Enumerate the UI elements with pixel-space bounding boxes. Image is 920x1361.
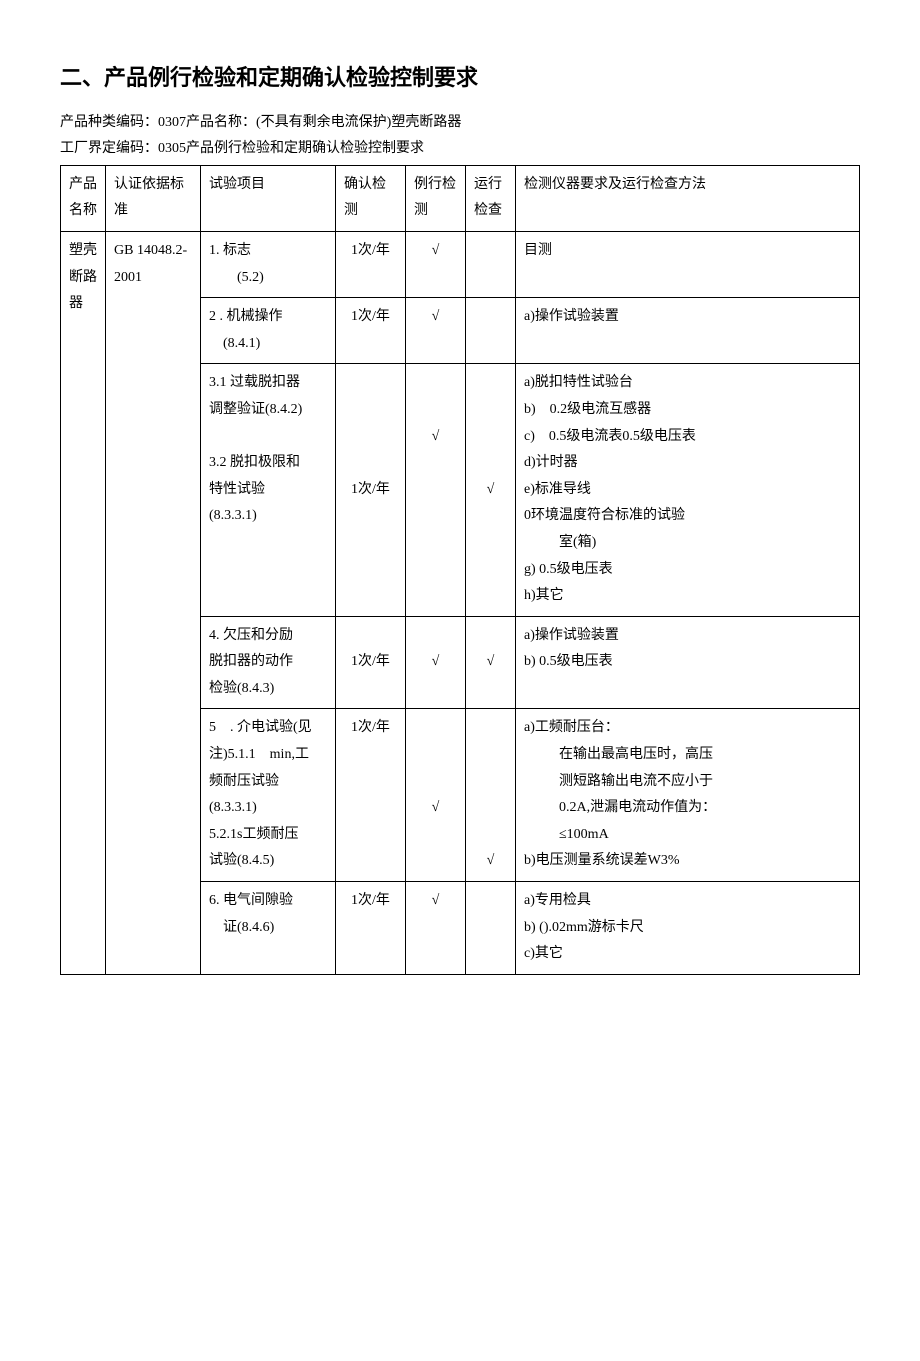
- method-5a5: ≤100mA: [524, 827, 609, 842]
- cell-method-5: a)工频耐压台： 在输出最高电压时，高压 测短路输出电流不应小于 0.2A,泄漏…: [516, 709, 860, 882]
- test-5-line2: 注)5.1.1 min,工: [209, 747, 309, 762]
- table-header-row: 产品名称 认证依据标准 试验项目 确认检测 例行检测 运行检查 检测仪器要求及运…: [61, 165, 860, 231]
- method-3f2: 室(箱): [524, 535, 596, 550]
- cell-confirm-4: 1次/年: [336, 616, 406, 709]
- cell-routine-1: √: [406, 231, 466, 297]
- cell-test-5: 5 . 介电试验(见 注)5.1.1 min,工 频耐压试验 (8.3.3.1)…: [201, 709, 336, 882]
- method-3f: 0环境温度符合标准的试验: [524, 508, 685, 523]
- cell-operation-3: √: [466, 364, 516, 616]
- cell-test-6: 6. 电气间隙验 证(8.4.6): [201, 882, 336, 975]
- subtitle-1: 产品种类编码：0307产品名称：(不具有剩余电流保护)塑壳断路器: [60, 112, 860, 134]
- method-6b: b) ().02mm游标卡尺: [524, 920, 644, 935]
- cell-test-1: 1. 标志 (5.2): [201, 231, 336, 297]
- method-5a: a)工频耐压台：: [524, 720, 619, 735]
- cell-method-3: a)脱扣特性试验台 b) 0.2级电流互感器 c) 0.5级电流表0.5级电压表…: [516, 364, 860, 616]
- cell-operation-4: √: [466, 616, 516, 709]
- test-1-line2: (5.2): [209, 270, 264, 285]
- cell-operation-2: [466, 298, 516, 364]
- method-3b: b) 0.2级电流互感器: [524, 402, 651, 417]
- method-3c: c) 0.5级电流表0.5级电压表: [524, 429, 696, 444]
- method-4a: a)操作试验装置: [524, 628, 619, 643]
- method-6a: a)专用检具: [524, 893, 591, 908]
- cell-routine-5: √: [406, 709, 466, 882]
- page-title: 二、产品例行检验和定期确认检验控制要求: [60, 60, 860, 92]
- cell-method-2: a)操作试验装置: [516, 298, 860, 364]
- header-test: 试验项目: [201, 165, 336, 231]
- test-2-line2: (8.4.1): [209, 336, 260, 351]
- cell-routine-2: √: [406, 298, 466, 364]
- cell-confirm-3: 1次/年: [336, 364, 406, 616]
- cell-routine-6: √: [406, 882, 466, 975]
- cell-operation-5: √: [466, 709, 516, 882]
- test-1-line1: 1. 标志: [209, 243, 251, 258]
- cell-method-6: a)专用检具 b) ().02mm游标卡尺 c)其它: [516, 882, 860, 975]
- inspection-table: 产品名称 认证依据标准 试验项目 确认检测 例行检测 运行检查 检测仪器要求及运…: [60, 165, 860, 975]
- cell-confirm-2: 1次/年: [336, 298, 406, 364]
- test-4-line1: 4. 欠压和分励: [209, 628, 293, 643]
- cell-test-4: 4. 欠压和分励 脱扣器的动作 检验(8.4.3): [201, 616, 336, 709]
- header-product: 产品名称: [61, 165, 106, 231]
- test-6-line2: 证(8.4.6): [209, 920, 274, 935]
- test-3-line2: 调整验证(8.4.2): [209, 402, 302, 417]
- test-3-line6: (8.3.3.1): [209, 508, 257, 523]
- cell-operation-6: [466, 882, 516, 975]
- cell-routine-3: √: [406, 364, 466, 616]
- test-4-line2: 脱扣器的动作: [209, 654, 293, 669]
- header-method: 检测仪器要求及运行检查方法: [516, 165, 860, 231]
- cell-standard: GB 14048.2-2001: [106, 231, 201, 974]
- test-5-line3: 频耐压试验: [209, 774, 279, 789]
- test-5-line1: 5 . 介电试验(见: [209, 720, 312, 735]
- test-4-line3: 检验(8.4.3): [209, 681, 274, 696]
- test-3-line4: 3.2 脱扣极限和: [209, 455, 300, 470]
- cell-method-1: 目测: [516, 231, 860, 297]
- method-3e: e)标准导线: [524, 482, 591, 497]
- method-4b: b) 0.5级电压表: [524, 654, 613, 669]
- cell-operation-1: [466, 231, 516, 297]
- test-5-line5: 5.2.1s工频耐压: [209, 827, 298, 842]
- header-operation: 运行检查: [466, 165, 516, 231]
- header-routine: 例行检测: [406, 165, 466, 231]
- method-6c: c)其它: [524, 946, 563, 961]
- test-3-line5: 特性试验: [209, 482, 265, 497]
- method-5a3: 测短路输出电流不应小于: [524, 774, 713, 789]
- cell-confirm-6: 1次/年: [336, 882, 406, 975]
- cell-product-name: 塑壳断路器: [61, 231, 106, 974]
- test-3-line1: 3.1 过载脱扣器: [209, 375, 300, 390]
- cell-routine-4: √: [406, 616, 466, 709]
- method-3g: g) 0.5级电压表: [524, 562, 613, 577]
- header-confirm: 确认检测: [336, 165, 406, 231]
- header-standard: 认证依据标准: [106, 165, 201, 231]
- cell-method-4: a)操作试验装置 b) 0.5级电压表: [516, 616, 860, 709]
- test-5-line4: (8.3.3.1): [209, 800, 257, 815]
- subtitle-2: 工厂界定编码：0305产品例行检验和定期确认检验控制要求: [60, 138, 860, 160]
- method-3a: a)脱扣特性试验台: [524, 375, 633, 390]
- method-5a2: 在输出最高电压时，高压: [524, 747, 713, 762]
- cell-test-2: 2 . 机械操作 (8.4.1): [201, 298, 336, 364]
- test-6-line1: 6. 电气间隙验: [209, 893, 293, 908]
- test-5-line6: 试验(8.4.5): [209, 853, 274, 868]
- method-5b: b)电压测量系统误差W3%: [524, 853, 680, 868]
- method-3d: d)计时器: [524, 455, 578, 470]
- table-row: 塑壳断路器 GB 14048.2-2001 1. 标志 (5.2) 1次/年 √…: [61, 231, 860, 297]
- method-3h: h)其它: [524, 588, 564, 603]
- cell-confirm-5: 1次/年: [336, 709, 406, 882]
- method-5a4: 0.2A,泄漏电流动作值为：: [524, 800, 716, 815]
- cell-confirm-1: 1次/年: [336, 231, 406, 297]
- test-2-line1: 2 . 机械操作: [209, 309, 283, 324]
- cell-test-3: 3.1 过载脱扣器 调整验证(8.4.2) 3.2 脱扣极限和 特性试验 (8.…: [201, 364, 336, 616]
